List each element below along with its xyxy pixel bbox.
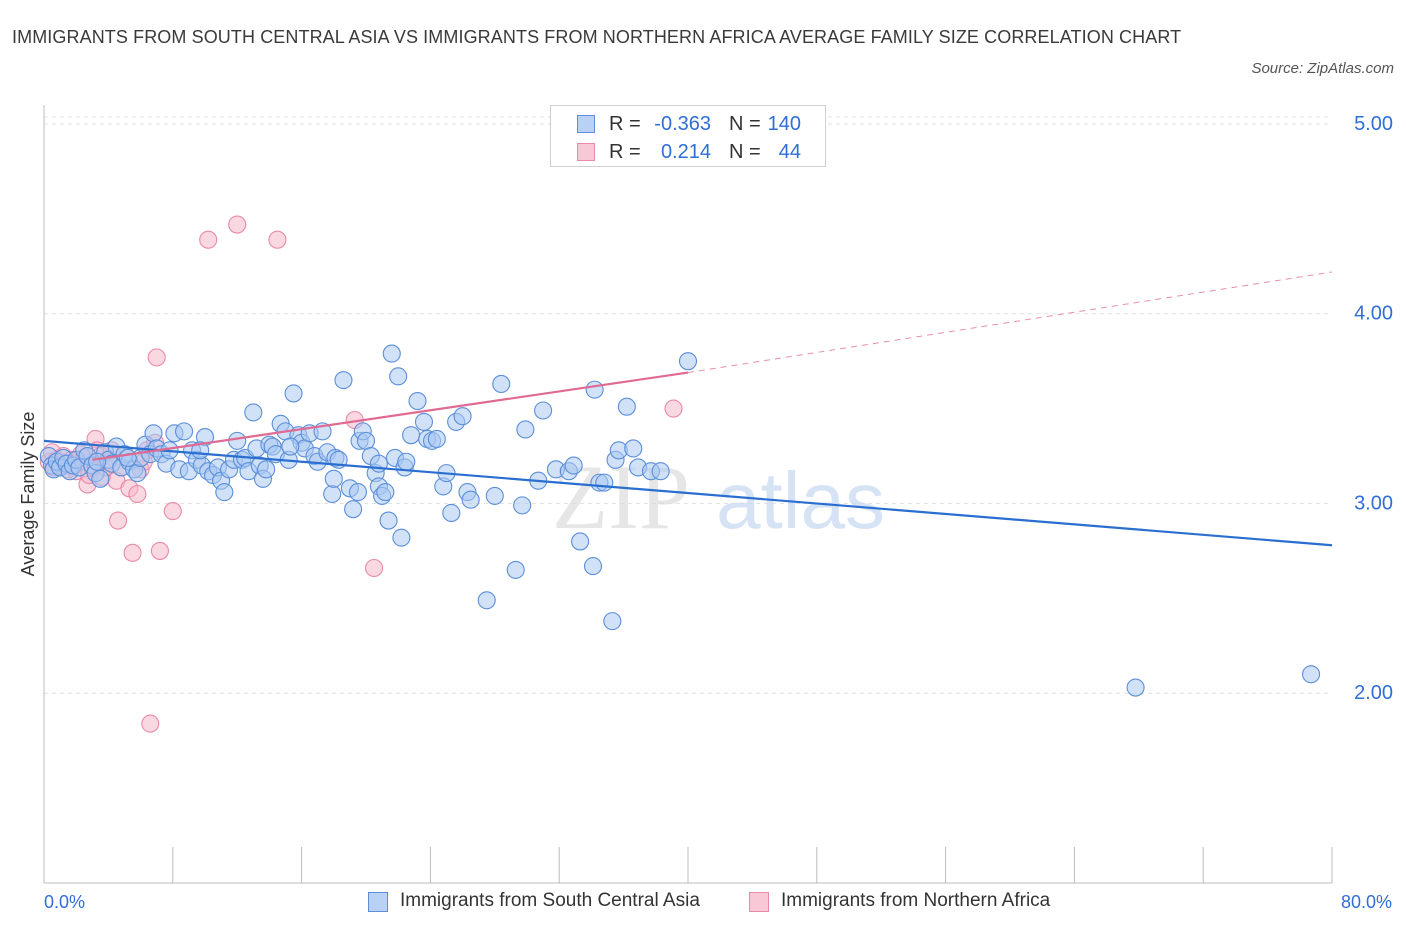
northern-africa-trend-line (92, 371, 689, 461)
south-central-asia-point (513, 496, 532, 515)
n-value: 140 (767, 113, 801, 135)
south-central-asia-point (356, 431, 376, 450)
south-central-asia-point (344, 500, 363, 519)
south-central-asia-point (91, 469, 110, 488)
y-axis-label: Average Family Size (18, 412, 38, 577)
south-central-asia-point (389, 367, 408, 386)
south-central-asia-point (323, 484, 342, 504)
south-central-asia-point (408, 391, 427, 411)
south-central-asia-point (228, 431, 247, 450)
south-central-asia-point (402, 426, 421, 445)
r-value: -0.363 (654, 113, 711, 135)
south-central-asia-point (215, 483, 234, 502)
south-central-asia-point (492, 374, 511, 393)
northern-africa-point (228, 215, 247, 234)
x-tick-label-min: 0.0% (44, 892, 85, 912)
south-central-asia-point (118, 448, 137, 467)
northern-africa-point (664, 399, 683, 418)
south-central-asia-point (88, 452, 107, 471)
grid-lines (44, 116, 1332, 694)
south-central-asia-point (128, 464, 147, 483)
y-tick-label: 2.00 (1354, 682, 1393, 704)
south-central-asia-point (595, 473, 614, 492)
x-ticks (43, 847, 1333, 883)
northern-africa-point (364, 558, 384, 578)
south-central-asia-point (571, 532, 590, 551)
r-value: 0.214 (660, 141, 711, 163)
n-label: N = (729, 141, 761, 163)
legend-swatch-blue (368, 892, 388, 912)
n-value: 44 (778, 141, 801, 163)
south-central-asia-point (585, 380, 604, 399)
south-central-asia-point (442, 503, 461, 523)
south-central-asia-point (678, 352, 698, 371)
chart-source: Source: ZipAtlas.com (1251, 60, 1394, 77)
south-central-asia-point (257, 460, 276, 479)
south-central-asia-point (651, 462, 670, 481)
stats-legend-row-pink: R = 0.214 N = 44 (551, 139, 825, 167)
south-central-asia-point (392, 528, 411, 547)
south-central-asia-point (461, 490, 480, 509)
south-central-asia-point (324, 469, 343, 488)
south-central-asia-point (583, 557, 603, 576)
legend-swatch-blue (577, 115, 595, 133)
south-central-asia-point (617, 397, 636, 416)
r-label: R = (609, 141, 641, 163)
northern-africa-point (199, 230, 218, 249)
south-central-asia-point (516, 420, 535, 439)
south-central-asia-point (376, 483, 395, 502)
northern-africa-trend-extension (687, 271, 1333, 374)
northern-africa-point (123, 543, 142, 562)
south-central-asia-point (144, 424, 163, 443)
n-label: N = (729, 113, 761, 135)
south-central-asia-point (414, 412, 434, 431)
south-central-asia-point (453, 407, 472, 426)
y-tick-label: 4.00 (1354, 303, 1393, 325)
south-central-asia-point (284, 384, 303, 403)
south-central-asia-point (506, 560, 525, 579)
south-central-asia-point (334, 371, 353, 390)
south-central-asia-point (1126, 678, 1145, 697)
stats-legend-row-blue: R = -0.363 N = 140 (551, 111, 825, 139)
legend-label: Immigrants from Northern Africa (781, 890, 1051, 911)
watermark-atlas: atlas (716, 456, 885, 545)
south-central-asia-point (281, 437, 300, 456)
northern-africa-point (128, 484, 147, 504)
south-central-asia-point (485, 486, 504, 505)
northern-africa-point (150, 541, 169, 560)
trend-lines (43, 271, 1333, 547)
x-tick-label-max: 80.0% (1341, 892, 1392, 912)
y-tick-label: 3.00 (1354, 492, 1393, 514)
south-central-asia-point (379, 511, 398, 530)
y-tick-label: 5.00 (1354, 113, 1393, 135)
r-label: R = (609, 113, 641, 135)
northern-africa-point (109, 511, 128, 530)
watermark: ZIP atlas (552, 446, 885, 548)
y-tick-labels: 2.00 3.00 4.00 5.00 (1354, 113, 1393, 704)
south-central-asia-point (348, 483, 368, 502)
south-central-asia-point (624, 439, 643, 458)
south-central-asia-point (564, 456, 583, 475)
northern-africa-point (268, 230, 287, 249)
chart-title: IMMIGRANTS FROM SOUTH CENTRAL ASIA VS IM… (12, 27, 1182, 47)
south-central-asia-point (382, 344, 401, 363)
south-central-asia-point (603, 612, 622, 631)
legend-label: Immigrants from South Central Asia (400, 890, 700, 911)
south-central-asia-point (244, 403, 263, 422)
northern-africa-point (163, 502, 182, 521)
legend-swatch-pink (749, 892, 769, 912)
south-central-asia-point (397, 452, 416, 471)
northern-africa-point (147, 348, 166, 367)
south-central-asia-point (427, 429, 446, 449)
south-central-asia-point (1302, 665, 1321, 684)
series-legend: Immigrants from South Central Asia Immig… (0, 888, 1406, 918)
stats-legend: R = -0.363 N = 140 R = 0.214 N = 44 (550, 105, 826, 167)
south-central-asia-trend-line (43, 439, 1333, 547)
legend-swatch-pink (577, 143, 595, 161)
northern-africa-point (141, 714, 160, 733)
south-central-asia-point (477, 591, 496, 610)
south-central-asia-point (534, 401, 553, 420)
south-central-asia-point (175, 422, 194, 441)
